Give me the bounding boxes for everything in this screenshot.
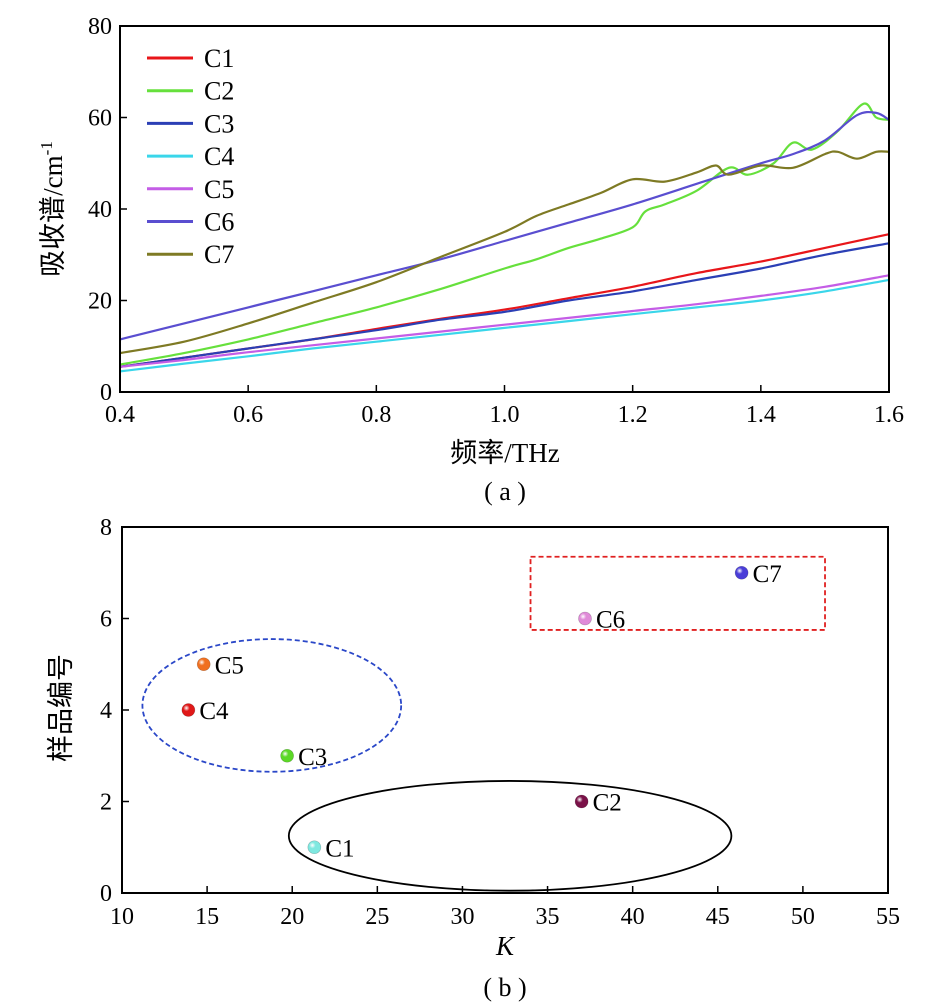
legend-label: C2	[204, 77, 234, 106]
x-tick-label: 15	[195, 904, 219, 930]
y-tick-label: 6	[100, 607, 112, 633]
point-marker	[734, 565, 749, 580]
x-tick-label: 20	[280, 904, 304, 930]
point-marker	[280, 748, 294, 763]
x-tick-label: 0.4	[105, 402, 135, 428]
y-axis-title-b: 样品编号	[46, 654, 76, 762]
series-line-c1	[119, 233, 890, 368]
y-axis-a: 0 20 40 60 80	[88, 14, 127, 406]
y-axis-b: 0 2 4 6 8	[100, 515, 129, 907]
legend: C1 C2 C3 C4 C5 C6 C7	[147, 44, 234, 269]
x-tick-label: 10	[110, 904, 134, 930]
y-tick-label: 8	[100, 515, 112, 541]
legend-label: C1	[204, 44, 234, 73]
legend-item-c3: C3	[147, 109, 234, 138]
panel-label-b: ( b )	[483, 973, 526, 1002]
series-line-c7	[119, 150, 890, 355]
point-marker	[181, 703, 196, 717]
scatter-point-c2: C2	[574, 790, 622, 817]
scatter-chart-panel-b: C1 C2 C3 C4 C5 C6 C7 10 15 20 25 30 35 40 45 50 55 0 2 4 6…	[46, 515, 900, 1002]
group-outlines	[141, 555, 826, 892]
scatter-point-c5: C5	[196, 652, 244, 679]
x-tick-label: 50	[791, 904, 815, 930]
legend-label: C4	[204, 142, 234, 171]
x-tick-label: 30	[450, 904, 474, 930]
point-marker	[307, 840, 322, 855]
point-label: C3	[298, 744, 327, 771]
scatter-point-c7: C7	[734, 561, 782, 588]
x-axis-b: 10 15 20 25 30 35 40 45 50 55	[110, 886, 900, 930]
legend-item-c7: C7	[147, 240, 234, 269]
group-ellipse-2	[287, 780, 733, 892]
legend-item-c6: C6	[147, 208, 234, 237]
x-tick-label: 0.6	[233, 402, 263, 428]
series-line-c4	[119, 278, 890, 373]
point-label: C5	[215, 652, 244, 679]
y-axis-title-a-main: 吸收谱/cm	[38, 155, 68, 277]
legend-item-c5: C5	[147, 175, 234, 204]
legend-label: C5	[204, 175, 234, 204]
point-label: C4	[199, 698, 229, 725]
y-tick-label: 0	[100, 881, 112, 907]
legend-item-c2: C2	[147, 77, 234, 106]
series-lines	[119, 102, 890, 373]
legend-label: C6	[204, 208, 234, 237]
y-axis-title-a-superscript: -1	[37, 141, 56, 155]
y-tick-label: 80	[88, 14, 112, 40]
scatter-point-c6: C6	[578, 607, 625, 634]
x-tick-label: 40	[621, 904, 645, 930]
x-tick-label: 0.8	[361, 402, 391, 428]
x-tick-label: 25	[365, 904, 389, 930]
panel-label-a: ( a )	[484, 477, 526, 506]
group-ellipse-1	[141, 638, 403, 773]
x-tick-label: 1.4	[746, 402, 776, 428]
x-tick-label: 1.6	[874, 402, 904, 428]
scatter-points: C1 C2 C3 C4 C5 C6 C7	[181, 561, 782, 862]
y-tick-label: 20	[88, 289, 112, 315]
y-tick-label: 40	[88, 197, 112, 223]
point-label: C1	[325, 835, 354, 862]
series-line-c5	[119, 274, 890, 368]
point-marker	[196, 657, 211, 672]
group-rectangle	[529, 555, 826, 631]
series-line-c2	[119, 102, 890, 366]
scatter-point-c4: C4	[181, 698, 229, 725]
point-label: C2	[593, 790, 622, 817]
series-line-c3	[119, 242, 890, 368]
line-chart-panel-a: 0.4 0.6 0.8 1.0 1.2 1.4 1.6 0 20 40 60 80 C1 C2 C3 C4…	[37, 14, 904, 506]
x-tick-label: 1.2	[618, 402, 648, 428]
x-tick-label: 35	[536, 904, 560, 930]
y-tick-label: 0	[100, 380, 112, 406]
x-axis-title-b: K	[495, 931, 516, 961]
x-axis-a: 0.4 0.6 0.8 1.0 1.2 1.4 1.6	[105, 385, 904, 428]
point-marker	[578, 611, 592, 626]
legend-item-c1: C1	[147, 44, 234, 73]
point-label: C6	[596, 607, 625, 634]
y-tick-label: 4	[100, 698, 112, 724]
point-label: C7	[753, 561, 782, 588]
y-tick-label: 60	[88, 106, 112, 132]
x-tick-label: 55	[876, 904, 900, 930]
legend-item-c4: C4	[147, 142, 234, 171]
y-axis-title-a: 吸收谱/cm-1	[37, 141, 68, 277]
legend-label: C3	[204, 109, 234, 138]
scatter-point-c1: C1	[307, 835, 355, 862]
x-axis-title-a: 频率/THz	[450, 438, 559, 468]
legend-label: C7	[204, 240, 234, 269]
y-tick-label: 2	[100, 790, 112, 816]
point-marker	[574, 794, 589, 809]
scatter-point-c3: C3	[280, 744, 327, 771]
plot-frame-a	[119, 25, 890, 393]
x-tick-label: 1.0	[490, 402, 520, 428]
x-tick-label: 45	[706, 904, 730, 930]
series-line-c6	[119, 110, 890, 341]
